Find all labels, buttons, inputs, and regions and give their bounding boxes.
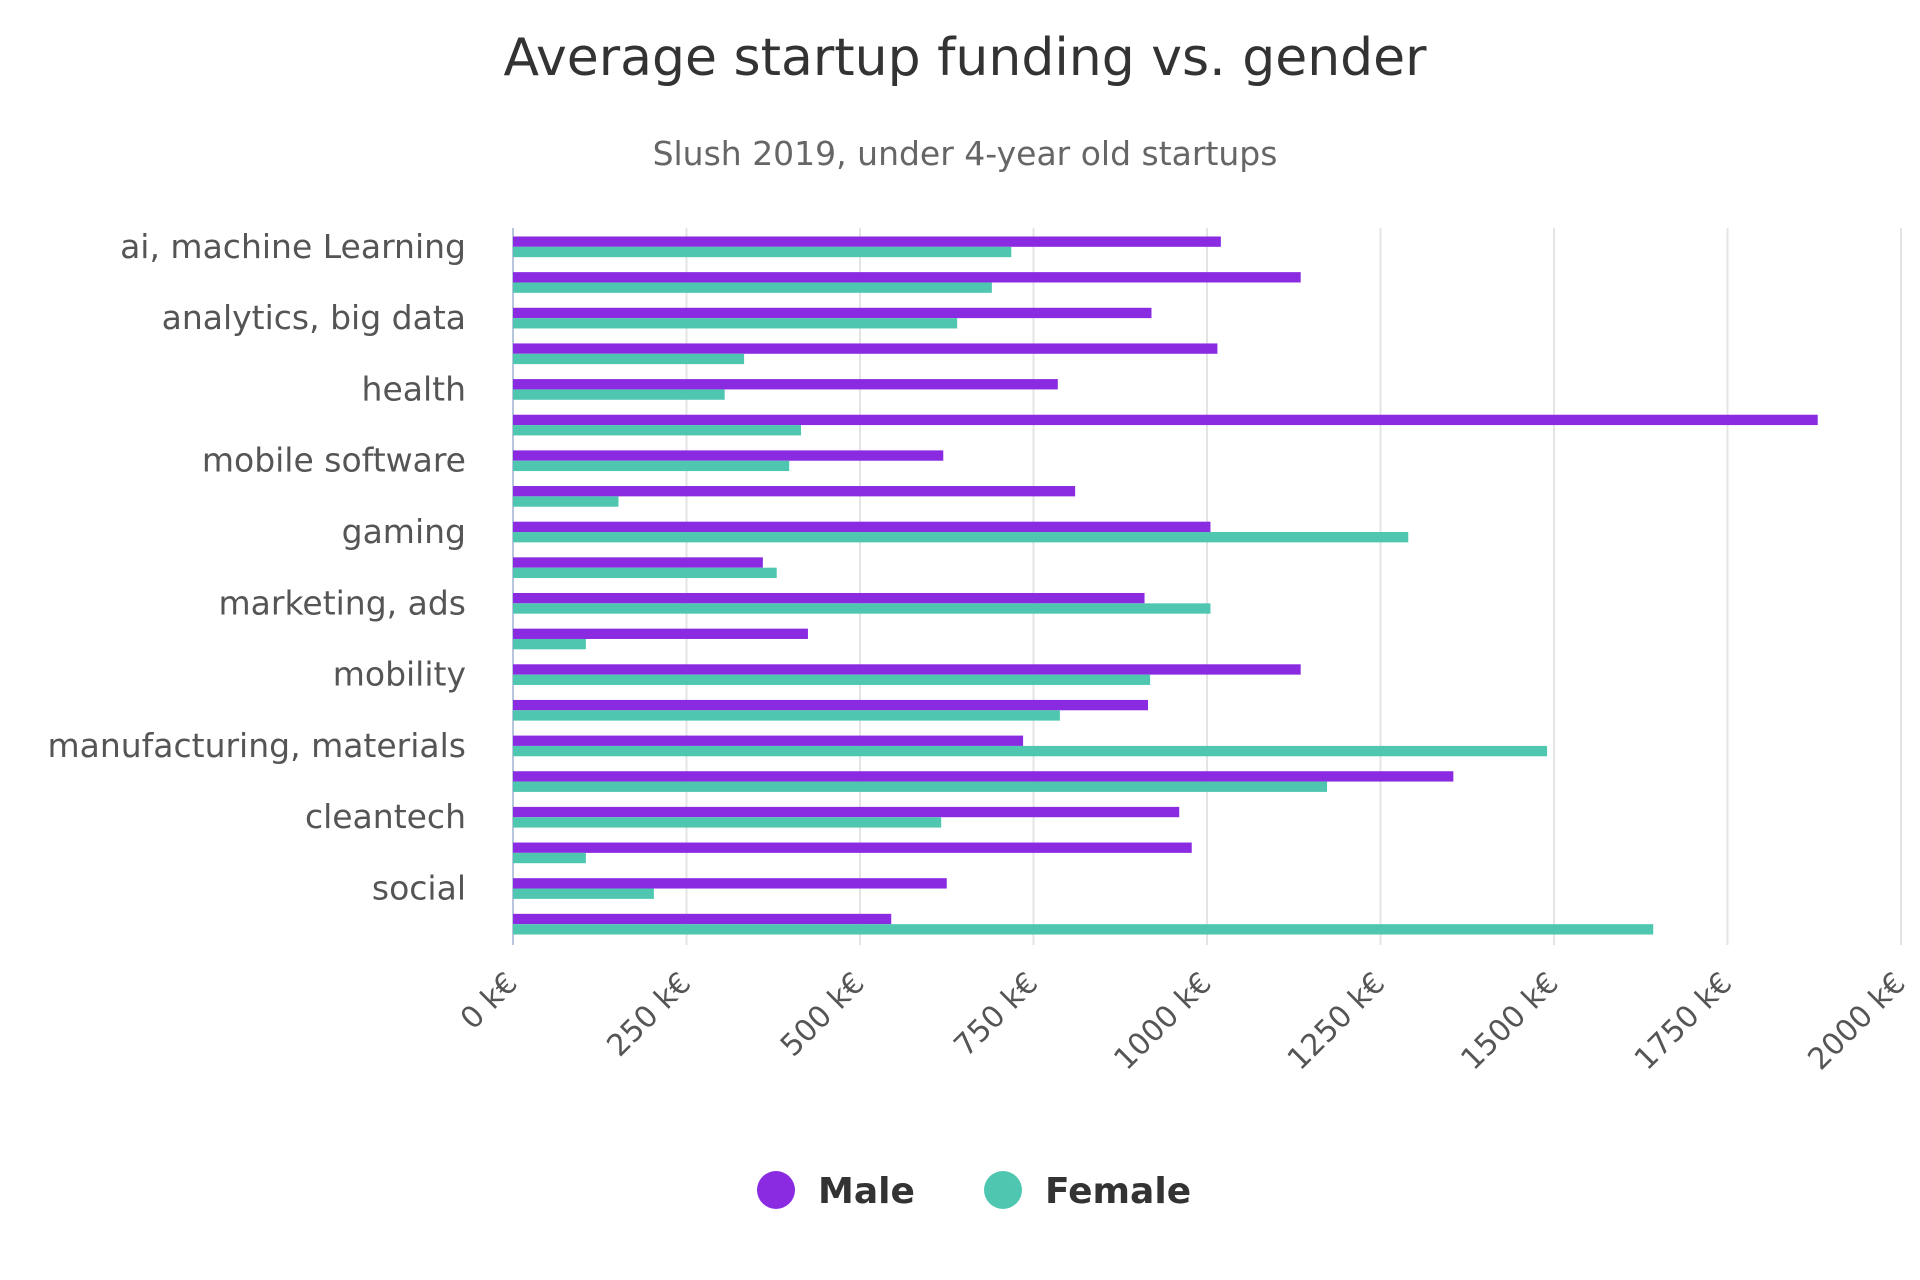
x-tick-labels: 0 k€ 250 k€ 500 k€ 750 k€ 1000 k€ 1250 k€ 1500…: [454, 966, 1913, 1077]
legend: Male Female: [757, 1171, 1191, 1212]
bar-female[interactable]: [513, 567, 777, 579]
bar-male[interactable]: [513, 450, 944, 461]
category-label: mobile software: [202, 441, 466, 480]
bar-female[interactable]: [513, 425, 802, 436]
bar-male[interactable]: [513, 913, 892, 925]
chart-subtitle: Slush 2019, under 4-year old startups: [653, 134, 1278, 173]
category-label: gaming: [342, 512, 466, 551]
category-label: manufacturing, materials: [47, 726, 466, 765]
bar-male[interactable]: [513, 878, 947, 889]
bar-female[interactable]: [513, 532, 1409, 543]
legend-female-label[interactable]: Female: [1045, 1171, 1191, 1212]
bar-male[interactable]: [513, 521, 1211, 533]
bar-male[interactable]: [513, 414, 1818, 426]
bar-male[interactable]: [513, 236, 1221, 247]
chart-title: Average startup funding vs. gender: [503, 28, 1427, 88]
x-tick-label: 500 k€: [774, 966, 872, 1064]
bar-female[interactable]: [513, 674, 1151, 685]
bar-female[interactable]: [513, 888, 654, 899]
bar-female[interactable]: [513, 781, 1328, 792]
category-label: marketing, ads: [219, 583, 466, 622]
bar-female[interactable]: [513, 389, 725, 400]
x-tick-label: 250 k€: [600, 966, 698, 1064]
category-label: ai, machine Learning: [120, 227, 466, 266]
grid-lines: [512, 228, 1902, 945]
x-tick-label: 1000 k€: [1107, 966, 1218, 1077]
legend-female-marker: [984, 1171, 1022, 1209]
bar-female[interactable]: [513, 924, 1654, 935]
bar-female[interactable]: [513, 710, 1060, 721]
bar-male[interactable]: [513, 699, 1149, 711]
bar-male[interactable]: [513, 735, 1024, 746]
bars: [513, 236, 1818, 935]
bar-female[interactable]: [513, 460, 790, 472]
legend-male-marker: [757, 1171, 795, 1209]
bar-male[interactable]: [513, 379, 1058, 390]
bar-female[interactable]: [513, 603, 1211, 614]
x-tick-label: 0 k€: [454, 966, 525, 1037]
bar-female[interactable]: [513, 817, 942, 828]
bar-female[interactable]: [513, 852, 586, 864]
category-label: analytics, big data: [162, 298, 466, 337]
bar-male[interactable]: [513, 557, 763, 568]
x-tick-label: 1750 k€: [1628, 966, 1739, 1077]
x-tick-label: 2000 k€: [1801, 966, 1912, 1077]
x-tick-label: 1250 k€: [1281, 966, 1392, 1077]
category-labels: ai, machine Learning analytics, big data h…: [47, 227, 466, 908]
category-label: cleantech: [305, 797, 466, 836]
bar-female[interactable]: [513, 282, 992, 293]
bar-male[interactable]: [513, 628, 808, 639]
bar-male[interactable]: [513, 806, 1180, 818]
category-label: health: [362, 369, 466, 408]
x-tick-label: 750 k€: [947, 966, 1045, 1064]
bar-male[interactable]: [513, 592, 1145, 604]
bar-female[interactable]: [513, 638, 586, 650]
bar-female[interactable]: [513, 353, 745, 365]
bar-female[interactable]: [513, 745, 1548, 757]
bar-male[interactable]: [513, 307, 1152, 319]
bar-male[interactable]: [513, 486, 1076, 497]
bar-male[interactable]: [513, 343, 1218, 354]
bar-male[interactable]: [513, 771, 1454, 782]
bar-female[interactable]: [513, 496, 619, 507]
bar-female[interactable]: [513, 318, 958, 329]
category-label: mobility: [333, 655, 466, 694]
x-tick-label: 1500 k€: [1454, 966, 1565, 1077]
bar-male[interactable]: [513, 842, 1192, 853]
bar-female[interactable]: [513, 246, 1012, 258]
legend-male-label[interactable]: Male: [818, 1171, 915, 1212]
category-label: social: [372, 869, 466, 908]
bar-male[interactable]: [513, 664, 1301, 675]
bar-male[interactable]: [513, 272, 1301, 283]
